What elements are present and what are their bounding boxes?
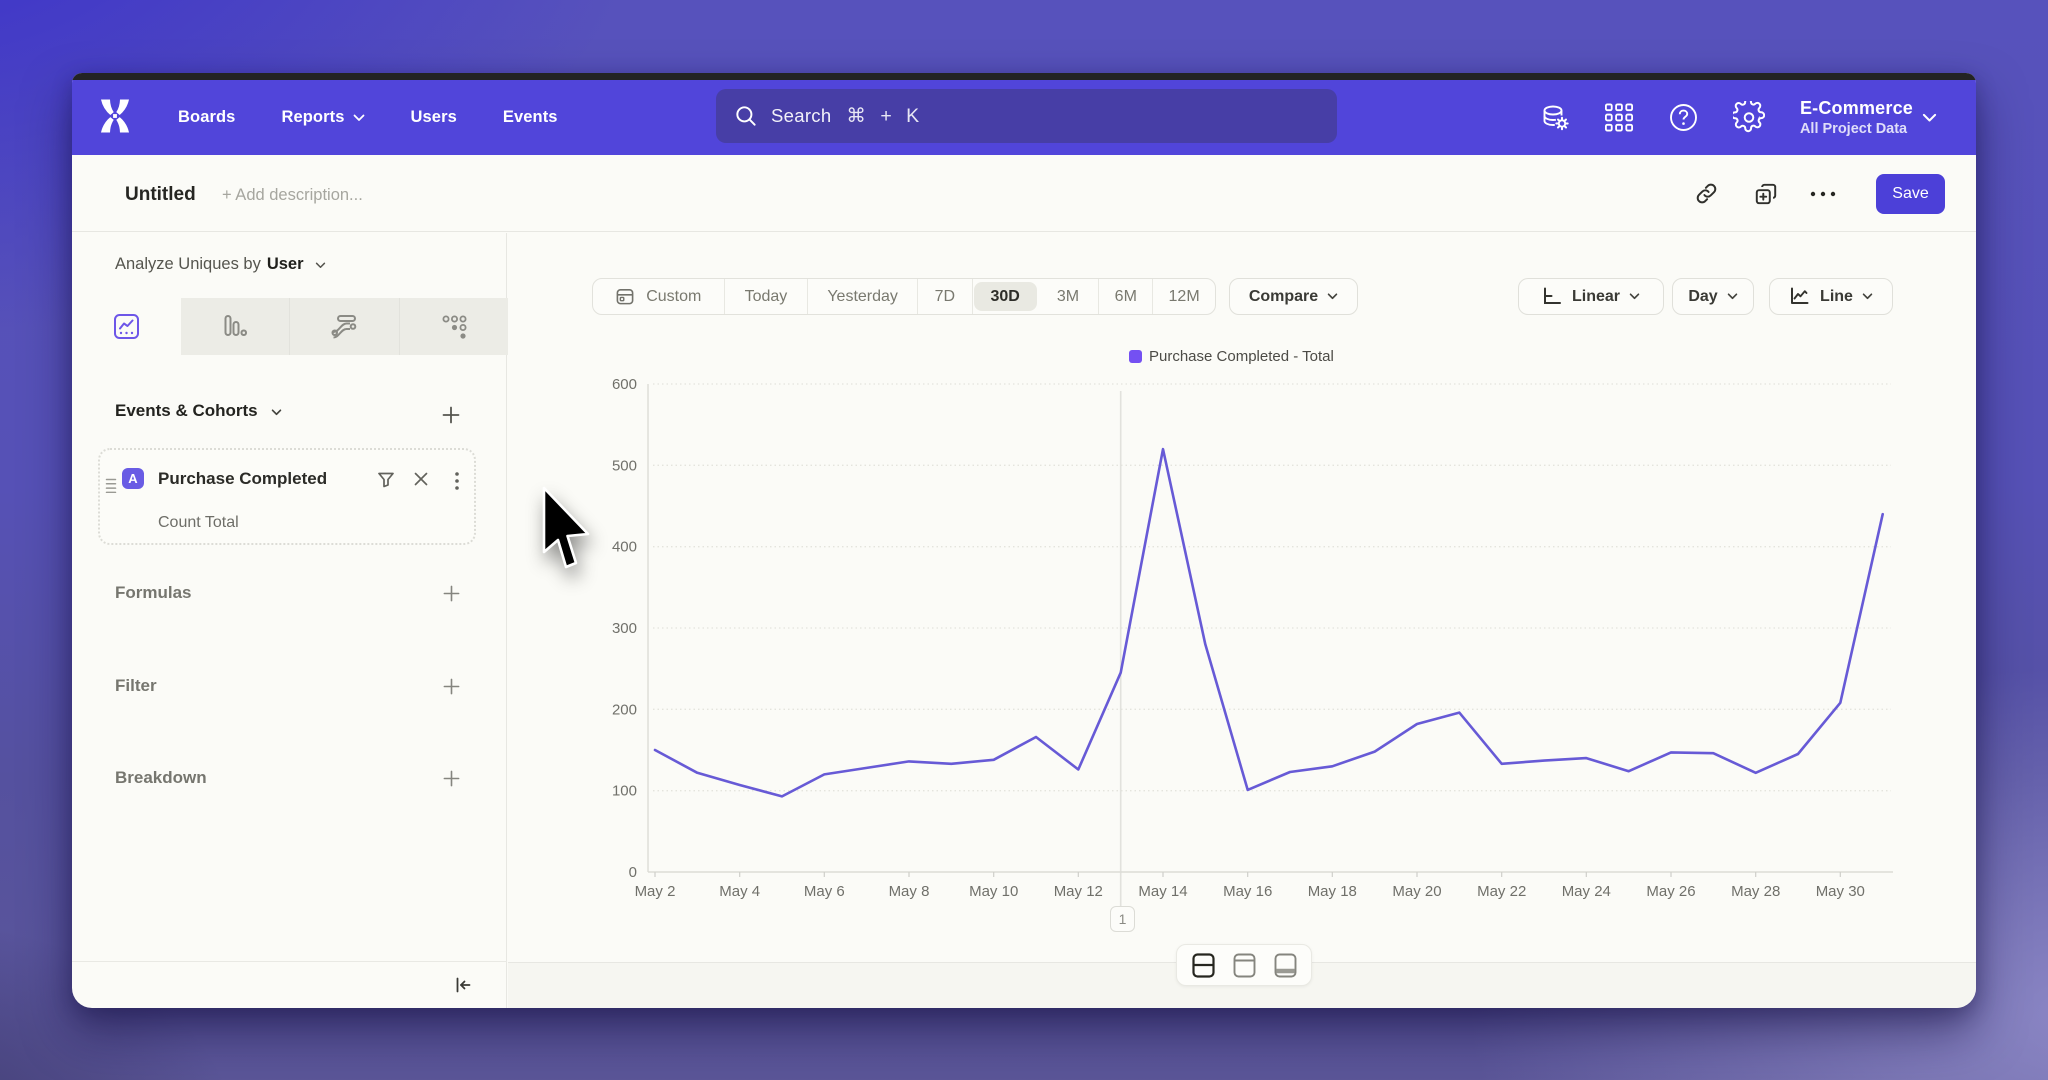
svg-text:May 6: May 6 xyxy=(804,883,845,900)
svg-text:May 12: May 12 xyxy=(1054,883,1103,900)
svg-text:May 26: May 26 xyxy=(1646,883,1695,900)
svg-text:400: 400 xyxy=(612,539,637,556)
svg-text:200: 200 xyxy=(612,701,637,718)
svg-text:May 24: May 24 xyxy=(1562,883,1611,900)
svg-text:May 16: May 16 xyxy=(1223,883,1272,900)
svg-text:May 10: May 10 xyxy=(969,883,1018,900)
svg-text:May 2: May 2 xyxy=(635,883,676,900)
svg-text:600: 600 xyxy=(612,376,637,393)
svg-text:May 14: May 14 xyxy=(1138,883,1187,900)
svg-text:May 8: May 8 xyxy=(889,883,930,900)
svg-text:May 4: May 4 xyxy=(719,883,760,900)
svg-text:500: 500 xyxy=(612,457,637,474)
svg-text:100: 100 xyxy=(612,783,637,800)
svg-text:May 30: May 30 xyxy=(1816,883,1865,900)
svg-text:May 18: May 18 xyxy=(1308,883,1357,900)
svg-text:0: 0 xyxy=(629,864,637,881)
svg-text:May 28: May 28 xyxy=(1731,883,1780,900)
svg-text:May 22: May 22 xyxy=(1477,883,1526,900)
svg-text:300: 300 xyxy=(612,620,637,637)
svg-text:May 20: May 20 xyxy=(1392,883,1441,900)
